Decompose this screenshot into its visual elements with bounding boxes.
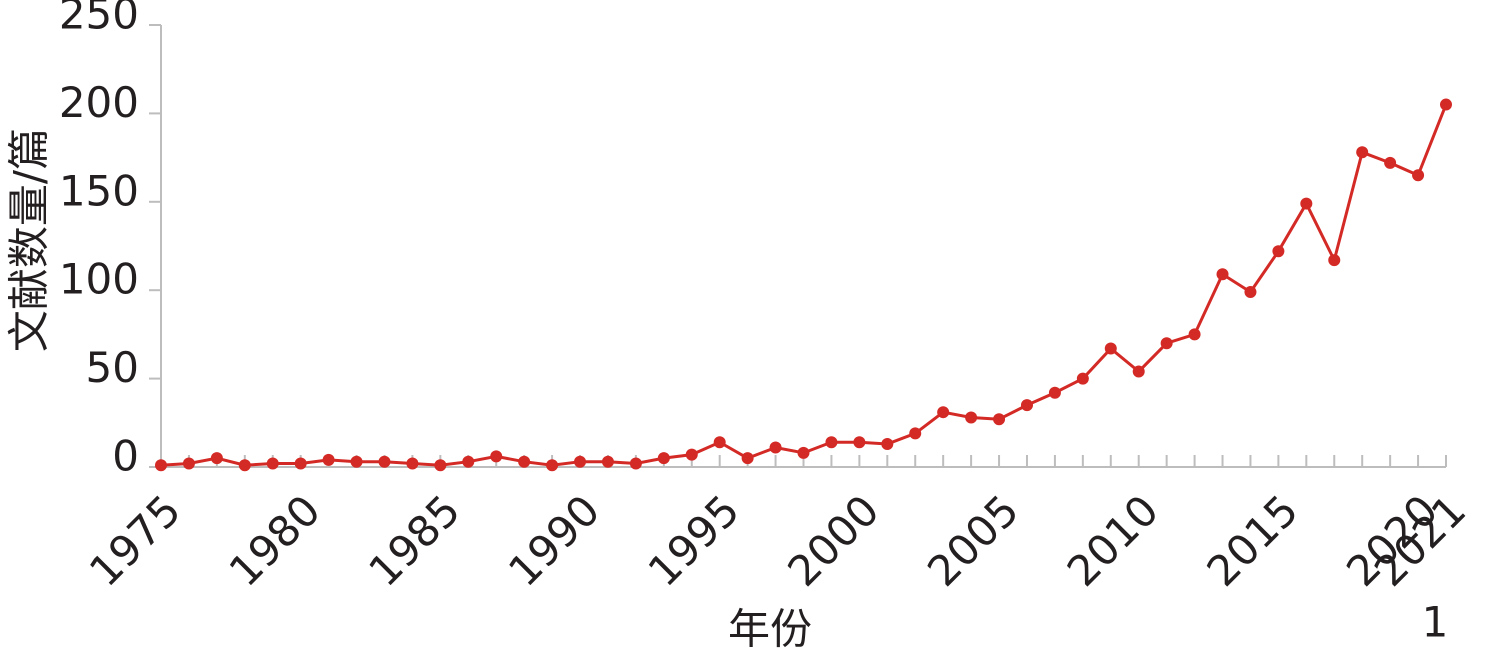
y-tick-label: 100 xyxy=(59,255,139,304)
data-point xyxy=(1356,146,1369,159)
x-tick-label: 2000 xyxy=(778,486,888,596)
y-tick-label: 150 xyxy=(59,166,139,215)
data-point xyxy=(1328,254,1341,267)
x-tick-label: 2015 xyxy=(1197,486,1307,596)
data-point xyxy=(266,457,279,470)
data-point xyxy=(1272,245,1285,258)
data-point xyxy=(909,427,922,440)
x-axis-title: 年份 xyxy=(728,605,812,654)
data-point xyxy=(853,436,866,449)
data-point xyxy=(713,436,726,449)
data-point xyxy=(182,457,195,470)
data-point xyxy=(993,413,1006,426)
y-tick-label: 50 xyxy=(86,343,139,392)
data-point xyxy=(322,453,335,466)
data-point xyxy=(1384,156,1397,169)
data-point xyxy=(1244,285,1257,298)
x-tick-label: 1995 xyxy=(639,486,749,596)
data-point xyxy=(518,455,531,468)
data-point xyxy=(210,452,223,465)
y-tick-label: 200 xyxy=(59,78,139,127)
data-point xyxy=(1412,169,1425,182)
data-point xyxy=(629,457,642,470)
x-tick-label: 1975 xyxy=(80,486,190,596)
data-point xyxy=(490,450,503,463)
data-point xyxy=(937,406,950,419)
x-tick-label: 1990 xyxy=(499,486,609,596)
data-point xyxy=(155,459,167,472)
x-tick-label: 2010 xyxy=(1058,486,1168,596)
data-point xyxy=(601,455,614,468)
data-point xyxy=(574,455,587,468)
data-point xyxy=(1076,372,1089,385)
data-point xyxy=(462,455,475,468)
data-point xyxy=(1132,365,1145,378)
data-point xyxy=(685,448,698,461)
data-point xyxy=(1188,328,1201,341)
data-point xyxy=(657,452,670,465)
data-point xyxy=(1440,98,1452,111)
y-tick-label: 0 xyxy=(112,432,139,481)
data-point xyxy=(769,441,782,454)
data-point xyxy=(1300,197,1313,210)
data-point xyxy=(546,459,559,472)
data-point xyxy=(294,457,307,470)
series-line xyxy=(160,104,1448,467)
data-point xyxy=(825,436,838,449)
x-tick-label: 2005 xyxy=(918,486,1028,596)
data-point xyxy=(965,411,978,424)
data-point xyxy=(350,455,363,468)
x-tick-label: 1985 xyxy=(359,486,469,596)
data-point xyxy=(741,452,754,465)
data-point xyxy=(1020,399,1033,412)
y-axis-title: 文献数量/篇 xyxy=(5,128,54,352)
y-tick-label: 250 xyxy=(59,0,139,39)
data-point xyxy=(881,438,894,451)
data-point xyxy=(1048,386,1061,399)
x-tick-label: 1980 xyxy=(220,486,330,596)
data-point xyxy=(1160,337,1173,350)
data-point xyxy=(378,455,391,468)
annotation: 1 xyxy=(1422,598,1449,647)
data-point xyxy=(406,457,419,470)
data-point xyxy=(797,446,810,459)
data-point xyxy=(1216,268,1229,281)
data-point xyxy=(434,459,447,472)
data-point xyxy=(238,459,251,472)
data-point xyxy=(1104,342,1117,355)
